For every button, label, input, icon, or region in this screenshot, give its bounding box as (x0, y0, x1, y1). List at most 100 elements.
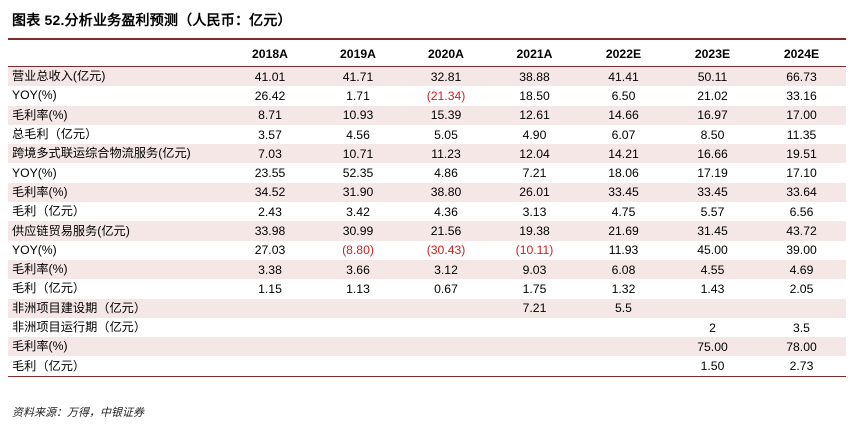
value-cell: 3.13 (522, 204, 547, 219)
value-cell: 17.00 (757, 105, 846, 125)
value-cell (579, 356, 668, 377)
value-cell: 9.03 (490, 259, 579, 280)
value-cell (402, 318, 490, 337)
value-cell: 12.04 (490, 144, 579, 164)
row-label: YOY(%) (12, 88, 57, 103)
value-cell: 1.15 (258, 281, 282, 296)
row-label: 毛利率(%) (8, 105, 226, 125)
header-cell: 2019A (314, 41, 402, 67)
value-cell: 21.69 (579, 221, 668, 241)
value-cell (402, 298, 490, 318)
value-cell: 19.51 (757, 144, 846, 164)
value-cell (757, 298, 846, 318)
value-cell: 6.50 (611, 88, 636, 103)
table-row: 跨境多式联运综合物流服务(亿元) 7.03 10.71 11.23 12.04 14.21… (8, 144, 846, 164)
table-row: 非洲项目运行期（亿元） 2 3.5 (8, 318, 846, 337)
value-cell: 27.03 (254, 243, 286, 258)
header-cell: 2023E (668, 41, 757, 67)
value-cell (314, 356, 402, 377)
value-cell: (8.80) (342, 243, 374, 258)
value-cell: 5.57 (700, 204, 725, 219)
value-cell: 6.07 (611, 127, 636, 142)
value-cell: 2.73 (757, 356, 846, 377)
value-cell (579, 318, 668, 337)
value-cell: 21.02 (697, 88, 728, 103)
value-cell: 78.00 (757, 337, 846, 357)
value-cell: 75.00 (668, 337, 757, 357)
table-row: YOY(%) 27.03 (8.80) (30.43) (10.11) 11.93 45.0… (8, 241, 846, 260)
value-cell: 4.55 (668, 259, 757, 280)
value-cell: 6.56 (789, 204, 814, 219)
value-cell: (21.34) (426, 88, 466, 103)
value-cell: 15.39 (402, 105, 490, 125)
value-cell: 1.75 (522, 281, 547, 296)
table-row: 营业总收入(亿元) 41.01 41.71 32.81 38.88 41.41 50.11 6… (8, 66, 846, 87)
value-cell: 26.42 (254, 88, 286, 103)
row-label: 非洲项目运行期（亿元） (12, 320, 147, 334)
value-cell (314, 337, 402, 357)
value-cell: 4.86 (434, 166, 458, 181)
value-cell: 17.19 (697, 166, 728, 181)
value-cell: 3.66 (314, 259, 402, 280)
value-cell: 45.00 (697, 243, 728, 258)
row-label: YOY(%) (12, 242, 57, 257)
table-body: 营业总收入(亿元) 41.01 41.71 32.81 38.88 41.41 50.11 6… (8, 66, 846, 377)
table-row: 总毛利（亿元） 3.57 4.56 5.05 4.90 6.07 8.50 11.35 (8, 125, 846, 144)
value-cell: (30.43) (426, 243, 466, 258)
value-cell (668, 298, 757, 318)
table-row: 供应链贸易服务(亿元) 33.98 30.99 21.56 19.38 21.69 31.4… (8, 221, 846, 241)
table-row: 毛利率(%) 3.38 3.66 3.12 9.03 6.08 4.55 4.69 (8, 259, 846, 280)
value-cell: 17.10 (786, 166, 817, 181)
value-cell (314, 298, 402, 318)
value-cell: 4.75 (611, 204, 636, 219)
value-cell: 11.93 (608, 243, 639, 258)
table-row: 毛利（亿元） 2.43 3.42 4.36 3.13 4.75 5.57 6.56 (8, 202, 846, 221)
value-cell: 5.5 (579, 298, 668, 318)
value-cell: 31.90 (314, 182, 402, 203)
value-cell: 16.66 (668, 144, 757, 164)
value-cell: 1.43 (700, 281, 725, 296)
value-cell (226, 298, 314, 318)
value-cell: 31.45 (668, 221, 757, 241)
value-cell (579, 337, 668, 357)
table-row: YOY(%) 23.55 52.35 4.86 7.21 18.06 17.19 17.10 (8, 163, 846, 182)
forecast-table: 2018A 2019A 2020A 2021A 2022E 2023E 2024… (8, 41, 846, 377)
table-row: 毛利（亿元） 1.50 2.73 (8, 356, 846, 377)
header-cell: 2024E (757, 41, 846, 67)
value-cell: 6.08 (579, 259, 668, 280)
value-cell: 1.13 (346, 281, 370, 296)
value-cell: 10.71 (314, 144, 402, 164)
value-cell: 10.93 (314, 105, 402, 125)
row-label: 总毛利（亿元） (12, 127, 98, 142)
value-cell: 2.43 (258, 204, 282, 219)
value-cell: 1.71 (346, 88, 370, 103)
row-label: 毛利率(%) (8, 182, 226, 203)
row-label: 营业总收入(亿元) (8, 66, 226, 87)
value-cell (490, 337, 579, 357)
value-cell: 32.81 (402, 66, 490, 87)
value-cell: 34.52 (226, 182, 314, 203)
value-cell (402, 356, 490, 377)
value-cell: 52.35 (342, 166, 374, 181)
value-cell: 41.71 (314, 66, 402, 87)
table-row: 毛利率(%) 8.71 10.93 15.39 12.61 14.66 16.97 17.00 (8, 105, 846, 125)
header-cell (8, 41, 226, 67)
value-cell: 3.12 (402, 259, 490, 280)
value-cell: 30.99 (314, 221, 402, 241)
row-label: 毛利率(%) (8, 337, 226, 357)
value-cell: 66.73 (757, 66, 846, 87)
value-cell: (10.11) (515, 243, 554, 258)
figure-title: 图表 52.分析业务盈利预测（人民币：亿元） (12, 12, 292, 28)
row-label: 毛利（亿元） (12, 281, 86, 296)
header-cell: 2020A (402, 41, 490, 67)
value-cell (402, 337, 490, 357)
row-label: 毛利率(%) (8, 259, 226, 280)
value-cell: 4.69 (757, 259, 846, 280)
value-cell (226, 318, 314, 337)
value-cell: 26.01 (490, 182, 579, 203)
header-cell: 2021A (490, 41, 579, 67)
value-cell: 33.16 (786, 88, 817, 103)
value-cell: 2.05 (789, 281, 814, 296)
value-cell: 8.71 (226, 105, 314, 125)
value-cell: 3.57 (258, 127, 282, 142)
